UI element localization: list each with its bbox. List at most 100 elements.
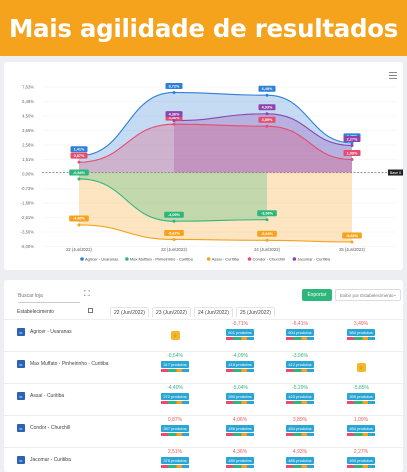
table-row[interactable]: ic Assaí - Curitiba -4,40% 272 produtos -5,0… (4, 384, 403, 416)
export-button[interactable]: Exportar (302, 289, 332, 301)
table-cell[interactable]: -0,54% 317 produtos (159, 353, 191, 372)
table-cell[interactable]: -5,04% 390 produtos (224, 385, 256, 404)
distribution-bar (286, 433, 314, 436)
sort-select[interactable]: Exibir por Estabelecimento ⌄ (335, 289, 401, 301)
table-cell[interactable]: 3,89% 454 produtos (284, 417, 316, 436)
variation-percent: 4,93% (292, 449, 308, 455)
data-label-bg (257, 230, 277, 237)
table-cell[interactable]: -5,85% 395 produtos (345, 385, 377, 404)
table-cell[interactable]: -3,96% 412 produtos (284, 353, 316, 372)
data-label: -4,40% (73, 217, 86, 221)
table-cell[interactable]: -6,41% 604 produtos (284, 321, 316, 340)
table-cell[interactable]: 4,36% 480 produtos (224, 449, 256, 468)
x-tick-label: 25 (Jun/2022) (339, 247, 365, 252)
data-label: 4,06% (169, 116, 180, 120)
variation-percent: -5,04% (232, 385, 248, 391)
data-label-bg (343, 135, 361, 142)
data-label-bg (164, 229, 184, 236)
product-count-badge: 604 produtos (286, 329, 314, 336)
y-tick-label: -5,00% (21, 244, 35, 249)
legend-label: Max Muffato - Pinheirinho - Curitiba (130, 256, 194, 261)
data-label: 2,27% (347, 137, 358, 141)
table-cell[interactable]: 3,49% 584 produtos (345, 321, 377, 340)
distribution-bar (161, 401, 189, 404)
product-count-badge: 378 produtos (161, 457, 189, 464)
legend-item: Condor - Churchill (247, 256, 285, 261)
data-point (172, 90, 176, 94)
distribution-bar (161, 369, 189, 372)
variation-percent: -5,29% (292, 385, 308, 391)
baseline-label: Base 0 (390, 171, 401, 175)
x-tick-label: 23 (Jun/2022) (161, 247, 187, 252)
variation-percent: 2,51% (167, 449, 183, 455)
calendar-icon[interactable] (88, 308, 93, 313)
table-cell[interactable]: -4,40% 272 produtos (159, 385, 191, 404)
series-area (79, 172, 267, 222)
row-divider (4, 415, 403, 416)
store-name: Jacomar - Curitiba (30, 457, 71, 463)
data-label: 1,09% (347, 151, 358, 155)
data-point (265, 112, 269, 116)
column-header-date[interactable]: 24 (Jun/2022) (194, 307, 233, 317)
row-divider (4, 447, 403, 448)
variation-percent: -5,85% (353, 385, 369, 391)
data-label: -5,69% (261, 232, 274, 236)
distribution-bar (347, 465, 375, 468)
table-cell[interactable]: ☺ (345, 353, 377, 372)
legend-label: Jacomar - Curitiba (297, 256, 330, 261)
x-tick-label: 22 (Jun/2022) (66, 247, 92, 252)
data-label: 6,49% (262, 87, 273, 91)
data-point (265, 218, 269, 222)
y-tick-label: 7,63% (22, 85, 34, 90)
data-label: 3,89% (262, 118, 273, 122)
product-count-badge: 395 produtos (347, 393, 375, 400)
menu-icon[interactable] (389, 72, 397, 79)
product-count-badge: 397 produtos (161, 425, 189, 432)
table-row[interactable]: ic Condor - Churchill 0,87% 397 produtos 4,0… (4, 416, 403, 448)
distribution-bar (161, 465, 189, 468)
distribution-bar (226, 465, 254, 468)
table-cell[interactable]: ☺ (159, 321, 191, 340)
distribution-bar (161, 433, 189, 436)
banner-title: Mais agilidade de resultados (8, 13, 399, 43)
column-header-date[interactable]: 22 (Jun/2022) (110, 307, 149, 317)
data-point (172, 119, 176, 123)
search-input[interactable] (18, 290, 80, 303)
expand-icon[interactable]: ⛶ (84, 289, 90, 298)
table-cell[interactable]: 1,09% 454 produtos (345, 417, 377, 436)
table-cell[interactable]: 2,51% 378 produtos (159, 449, 191, 468)
distribution-bar (226, 433, 254, 436)
table-cell[interactable]: 4,06% 456 produtos (224, 417, 256, 436)
distribution-bar (226, 369, 254, 372)
product-count-badge: 454 produtos (347, 425, 375, 432)
y-tick-label: -0,73% (21, 186, 35, 191)
legend-swatch (292, 257, 297, 261)
table-row[interactable]: ic Jacomar - Curitiba 2,51% 378 produtos 4,3… (4, 448, 403, 472)
y-tick-label: 4,50% (22, 114, 34, 119)
table-cell[interactable]: 4,93% 485 produtos (284, 449, 316, 468)
product-count-badge: 390 produtos (226, 393, 254, 400)
column-header-establishment: Estabelecimento (17, 309, 54, 315)
table-cell[interactable]: -4,09% 418 produtos (224, 353, 256, 372)
table-cell[interactable]: 0,87% 397 produtos (159, 417, 191, 436)
product-count-badge: 490 produtos (347, 457, 375, 464)
table-row[interactable]: ic Max Muffato - Pinheirinho - Curitiba -0… (4, 352, 403, 384)
product-count-badge: 423 produtos (286, 393, 314, 400)
table-cell[interactable]: -5,71% 601 produtos (224, 321, 256, 340)
store-name: Max Muffato - Pinheirinho - Curitiba (30, 361, 109, 367)
legend-swatch (247, 257, 252, 261)
variation-percent: -4,40% (167, 385, 183, 391)
store-name: Condor - Churchill (30, 425, 71, 431)
data-label: -5,62% (168, 231, 181, 235)
column-header-date[interactable]: 25 (Jun/2022) (236, 307, 275, 317)
area-chart: 7,63% 5,48% 4,50% 3,56% 2,58% 1,51% 0,00% -0,73… (21, 82, 403, 261)
column-header-date[interactable]: 23 (Jun/2022) (152, 307, 191, 317)
data-label-bg (69, 215, 89, 222)
y-tick-label: -1,68% (21, 201, 35, 206)
legend-swatch (80, 257, 84, 261)
table-cell[interactable]: 2,27% 490 produtos (345, 449, 377, 468)
table-cell[interactable]: -5,29% 423 produtos (284, 385, 316, 404)
table-row[interactable]: ic Agricer - Uvaranas ☺ -5,71% 601 produtos -… (4, 320, 403, 352)
store-logo-icon: ic (17, 392, 25, 400)
data-label-bg (343, 150, 361, 157)
